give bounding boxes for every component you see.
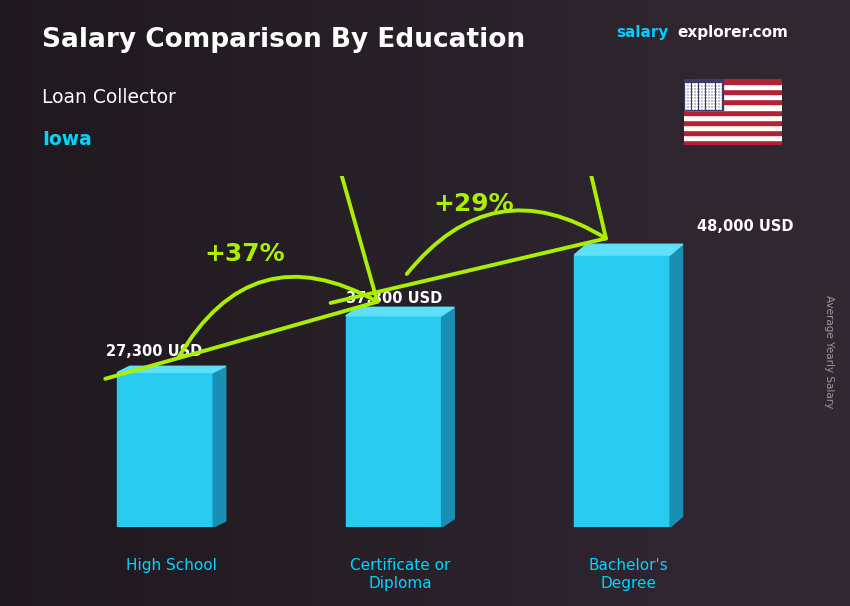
- Text: 48,000 USD: 48,000 USD: [698, 219, 794, 234]
- Text: 27,300 USD: 27,300 USD: [105, 344, 202, 359]
- Text: salary: salary: [616, 25, 669, 41]
- Bar: [684, 130, 782, 135]
- Polygon shape: [213, 366, 226, 527]
- Text: Loan Collector: Loan Collector: [42, 88, 177, 107]
- Bar: [684, 99, 782, 104]
- Text: Average Yearly Salary: Average Yearly Salary: [824, 295, 834, 408]
- Bar: [684, 89, 782, 94]
- Text: Bachelor's
Degree: Bachelor's Degree: [588, 558, 668, 591]
- Text: 37,300 USD: 37,300 USD: [346, 291, 442, 306]
- Bar: [684, 104, 782, 110]
- Polygon shape: [442, 307, 454, 527]
- Text: Certificate or
Diploma: Certificate or Diploma: [349, 558, 450, 591]
- Bar: [684, 125, 782, 130]
- Polygon shape: [346, 307, 454, 316]
- Bar: [684, 115, 782, 120]
- Text: explorer: explorer: [677, 25, 750, 41]
- Polygon shape: [670, 244, 683, 527]
- Bar: [684, 110, 782, 115]
- Bar: [684, 79, 723, 110]
- Bar: [684, 141, 782, 145]
- Polygon shape: [574, 255, 670, 527]
- Polygon shape: [346, 316, 442, 527]
- Text: +29%: +29%: [434, 191, 514, 216]
- Bar: [684, 120, 782, 125]
- Bar: [684, 84, 782, 89]
- Bar: [684, 135, 782, 141]
- Text: Salary Comparison By Education: Salary Comparison By Education: [42, 27, 525, 53]
- Polygon shape: [574, 244, 683, 255]
- Polygon shape: [117, 366, 226, 373]
- Text: +37%: +37%: [205, 242, 286, 266]
- Bar: [684, 79, 782, 84]
- Text: High School: High School: [126, 558, 217, 573]
- Text: .com: .com: [747, 25, 788, 41]
- Text: Iowa: Iowa: [42, 130, 93, 149]
- Bar: [684, 94, 782, 99]
- FancyArrowPatch shape: [331, 0, 606, 303]
- FancyArrowPatch shape: [105, 30, 377, 379]
- Polygon shape: [117, 373, 213, 527]
